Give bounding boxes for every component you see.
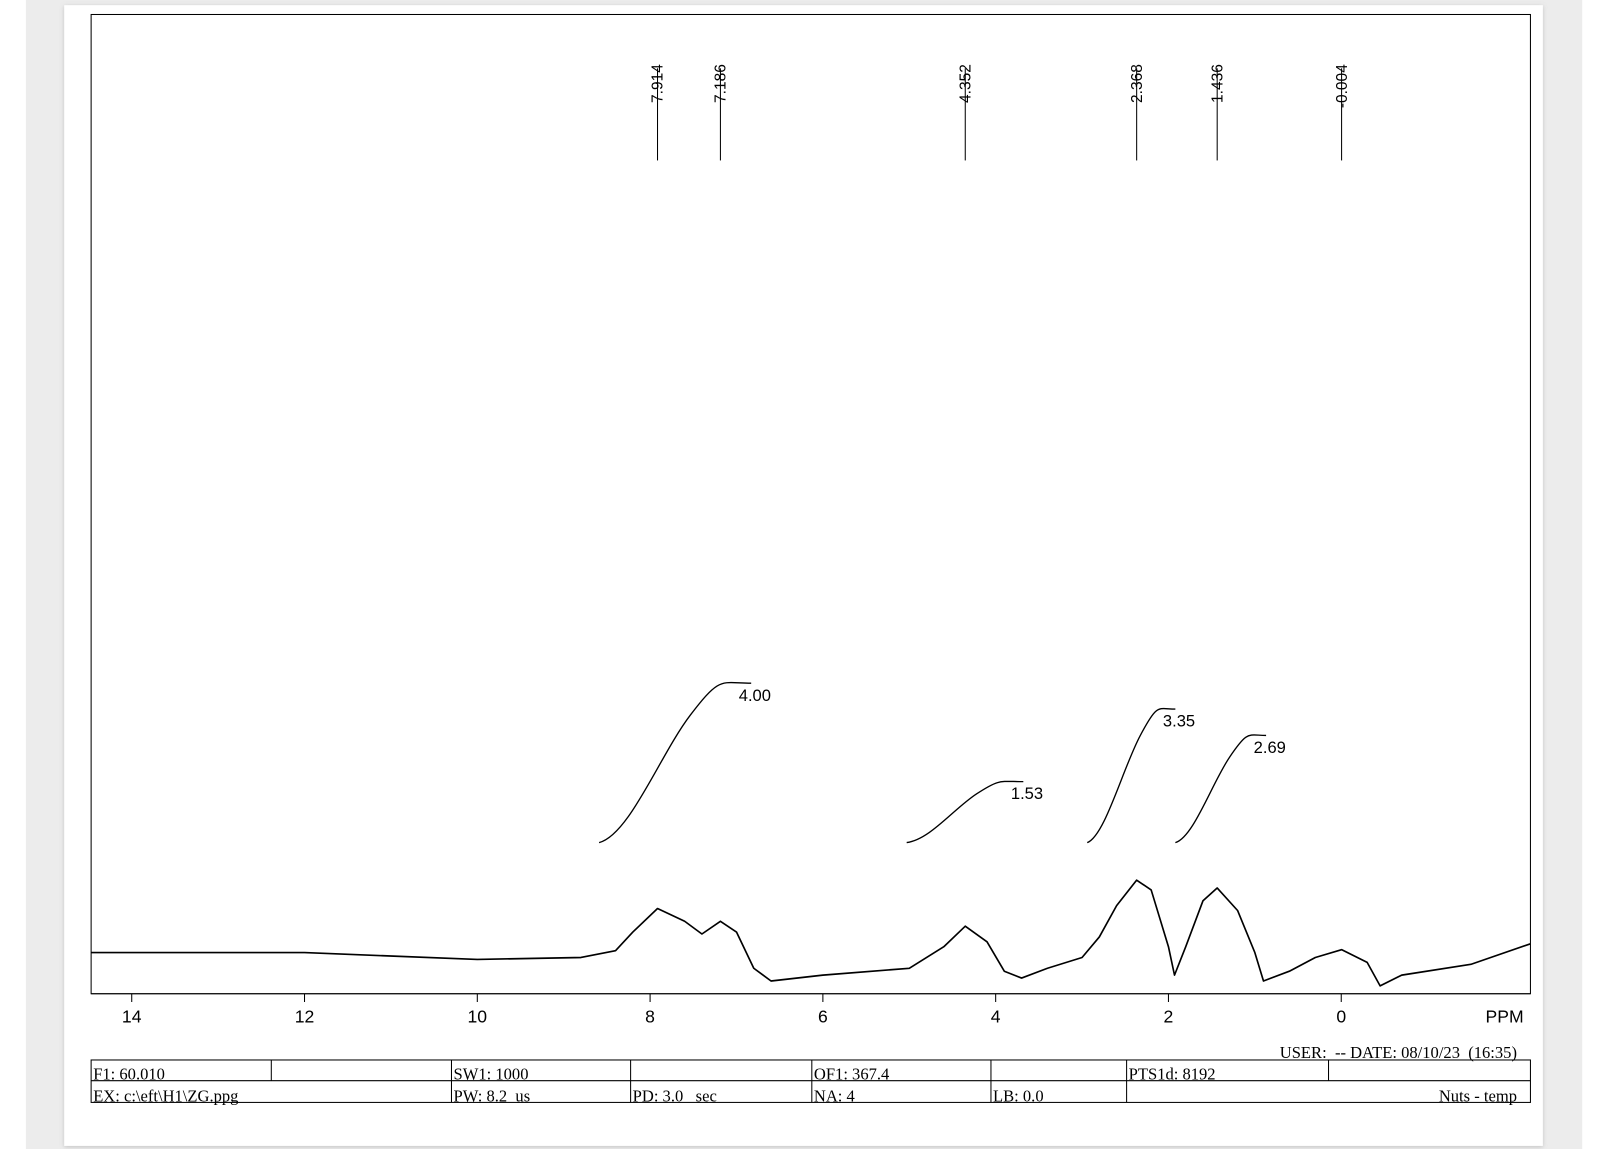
param-cell: NA: 4 — [814, 1086, 856, 1105]
x-tick-label: 6 — [818, 1007, 828, 1027]
x-tick-label: 2 — [1164, 1007, 1174, 1027]
integral-curve — [598, 681, 752, 844]
x-tick-label: 4 — [991, 1007, 1001, 1027]
param-cell: Nuts - temp — [1439, 1086, 1517, 1105]
peak-label: 7.186 — [713, 64, 730, 103]
x-tick-label: 14 — [122, 1007, 142, 1027]
integral-label: 2.69 — [1254, 738, 1286, 757]
x-tick-label: 0 — [1336, 1007, 1346, 1027]
param-cell: PTS1d: 8192 — [1129, 1065, 1216, 1084]
x-axis-label: PPM — [1485, 1007, 1523, 1027]
param-cell: SW1: 1000 — [454, 1065, 529, 1084]
page-sheet — [64, 5, 1543, 1146]
param-cell: EX: c:\eft\H1\ZG.ppg — [93, 1086, 238, 1105]
param-cell: F1: 60.010 — [93, 1065, 165, 1084]
integral-curve — [1086, 707, 1176, 844]
x-tick-label: 10 — [468, 1007, 488, 1027]
user-date: USER: -- DATE: 08/10/23 (16:35) — [1280, 1043, 1517, 1062]
integral-label: 3.35 — [1163, 712, 1195, 731]
param-cell: OF1: 367.4 — [814, 1065, 890, 1084]
peak-label: 4.352 — [957, 64, 974, 103]
param-cell: PW: 8.2 us — [454, 1086, 531, 1105]
peak-label: 7.914 — [650, 64, 667, 103]
param-cell: LB: 0.0 — [993, 1086, 1044, 1105]
x-tick-label: 8 — [645, 1007, 655, 1027]
spectrum-line — [91, 879, 1531, 987]
param-cell: PD: 3.0 sec — [633, 1086, 717, 1105]
peak-label: 1.436 — [1209, 64, 1226, 103]
integral-curve — [906, 780, 1024, 844]
integral-label: 4.00 — [739, 686, 771, 705]
peak-label: -0.004 — [1334, 64, 1351, 108]
x-tick-label: 12 — [295, 1007, 315, 1027]
parameter-table — [90, 1059, 1531, 1103]
peak-label: 2.368 — [1129, 64, 1146, 103]
integral-label: 1.53 — [1011, 784, 1043, 803]
integral-curve — [1175, 734, 1267, 844]
